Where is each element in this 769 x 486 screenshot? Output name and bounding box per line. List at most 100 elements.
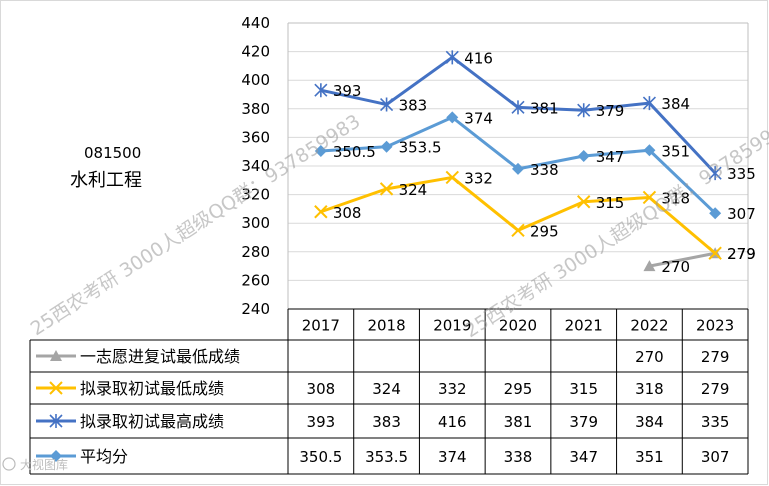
legend-label: 拟录取初试最低成绩	[80, 379, 224, 398]
data-label: 318	[661, 189, 690, 207]
data-label: 338	[530, 161, 559, 179]
data-point	[379, 182, 394, 196]
data-label: 384	[661, 95, 690, 113]
data-point	[643, 260, 656, 272]
logo-icon	[2, 457, 16, 471]
data-point	[49, 381, 63, 395]
table-cell: 347	[569, 448, 598, 466]
data-point	[50, 350, 62, 361]
data-label: 279	[727, 245, 756, 263]
data-point	[314, 144, 327, 157]
major-code: 081500	[84, 144, 141, 162]
data-label: 374	[464, 109, 493, 127]
table-cell: 279	[701, 380, 730, 398]
x-tick-label: 2019	[433, 317, 471, 335]
data-point	[642, 190, 657, 205]
table-cell: 279	[701, 348, 730, 366]
table-cell: 350.5	[299, 448, 342, 466]
table-cell: 338	[504, 448, 533, 466]
data-point	[380, 140, 393, 153]
y-tick-label: 420	[241, 43, 270, 61]
data-point	[709, 207, 722, 220]
legend-label: 拟录取初试最高成绩	[80, 412, 224, 431]
y-tick-label: 380	[241, 100, 270, 118]
table-cell: 374	[438, 448, 467, 466]
data-label: 307	[727, 205, 756, 223]
x-tick-label: 2020	[499, 317, 537, 335]
data-point	[380, 97, 394, 112]
major-name: 水利工程	[70, 170, 142, 191]
table-cell: 324	[372, 380, 401, 398]
table-cell: 315	[569, 380, 598, 398]
data-point	[314, 83, 328, 98]
data-point	[708, 246, 722, 260]
legend-label: 一志愿进复试最低成绩	[80, 347, 240, 366]
y-tick-label: 320	[241, 186, 270, 204]
table-cell: 295	[504, 380, 533, 398]
logo-text: 大视图库	[20, 457, 68, 472]
table-cell: 270	[635, 348, 664, 366]
data-label: 270	[661, 258, 690, 276]
data-label: 353.5	[399, 139, 442, 157]
data-point	[577, 195, 591, 209]
data-point	[577, 149, 590, 162]
data-label: 381	[530, 99, 559, 117]
data-label: 315	[596, 194, 625, 212]
table-cell: 379	[569, 413, 598, 431]
series-line	[649, 251, 716, 268]
data-point	[50, 450, 62, 462]
table-cell: 416	[438, 413, 467, 431]
data-point	[446, 111, 459, 124]
table-cell: 381	[504, 413, 533, 431]
data-point	[511, 223, 525, 238]
data-point	[708, 166, 722, 181]
data-point	[49, 414, 63, 428]
corner-logo: 大视图库	[2, 457, 68, 472]
data-label: 383	[399, 97, 428, 115]
y-tick-label: 360	[241, 128, 270, 146]
x-tick-label: 2018	[367, 317, 405, 335]
data-label: 324	[399, 181, 428, 199]
data-point	[445, 50, 459, 65]
y-tick-label: 280	[241, 243, 270, 261]
data-label: 279	[727, 245, 756, 263]
data-point	[577, 103, 591, 118]
table-cell: 351	[635, 448, 664, 466]
data-label: 335	[727, 165, 756, 183]
x-tick-label: 2017	[302, 317, 340, 335]
table-cell: 393	[307, 413, 336, 431]
y-tick-label: 260	[241, 271, 270, 289]
table-cell: 318	[635, 380, 664, 398]
table-cell: 307	[701, 448, 730, 466]
data-label: 332	[464, 169, 493, 187]
data-point	[445, 170, 459, 185]
table-cell: 384	[635, 413, 664, 431]
table-cell: 332	[438, 380, 467, 398]
table-cell: 335	[701, 413, 730, 431]
data-point	[512, 162, 524, 175]
legend-label: 平均分	[80, 447, 128, 466]
table-cell: 308	[307, 380, 336, 398]
data-label: 295	[530, 222, 559, 240]
x-tick-label: 2021	[565, 317, 603, 335]
y-tick-label: 240	[241, 300, 270, 318]
data-label: 393	[333, 82, 362, 100]
table-cell: 353.5	[365, 448, 408, 466]
y-tick-label: 300	[241, 214, 270, 232]
y-tick-label: 400	[241, 71, 270, 89]
data-label: 347	[596, 148, 625, 166]
y-tick-label: 440	[241, 14, 270, 32]
data-point	[642, 96, 656, 111]
data-label: 416	[464, 49, 493, 67]
x-tick-label: 2022	[630, 317, 668, 335]
data-label: 308	[333, 204, 362, 222]
data-label: 350.5	[333, 143, 376, 161]
table-cell: 383	[372, 413, 401, 431]
data-point	[643, 144, 656, 157]
data-label: 379	[596, 102, 625, 120]
x-tick-label: 2023	[696, 317, 734, 335]
data-label: 351	[661, 142, 690, 160]
y-tick-label: 340	[241, 157, 270, 175]
data-point	[511, 100, 525, 115]
